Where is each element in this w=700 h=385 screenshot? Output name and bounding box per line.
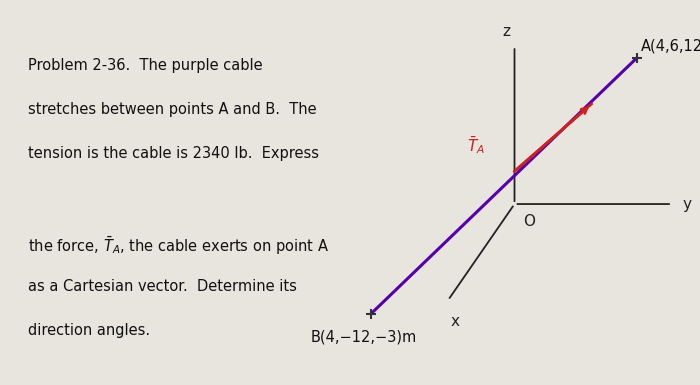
Text: z: z [502,23,510,38]
Text: as a Cartesian vector.  Determine its: as a Cartesian vector. Determine its [28,279,297,294]
Text: B(4,−12,−3)m: B(4,−12,−3)m [311,329,417,344]
Text: x: x [451,314,459,329]
Text: A(4,6,12)m: A(4,6,12)m [640,39,700,54]
Text: O: O [523,214,535,229]
Text: $\bar{T}_A$: $\bar{T}_A$ [467,134,485,156]
Text: stretches between points A and B.  The: stretches between points A and B. The [28,102,316,117]
Text: the force, $\bar{T}_A$, the cable exerts on point A: the force, $\bar{T}_A$, the cable exerts… [28,235,329,257]
Text: direction angles.: direction angles. [28,323,150,338]
Text: y: y [682,197,692,211]
Text: Problem 2-36.  The purple cable: Problem 2-36. The purple cable [28,58,262,73]
Text: tension is the cable is 2340 lb.  Express: tension is the cable is 2340 lb. Express [28,146,319,161]
